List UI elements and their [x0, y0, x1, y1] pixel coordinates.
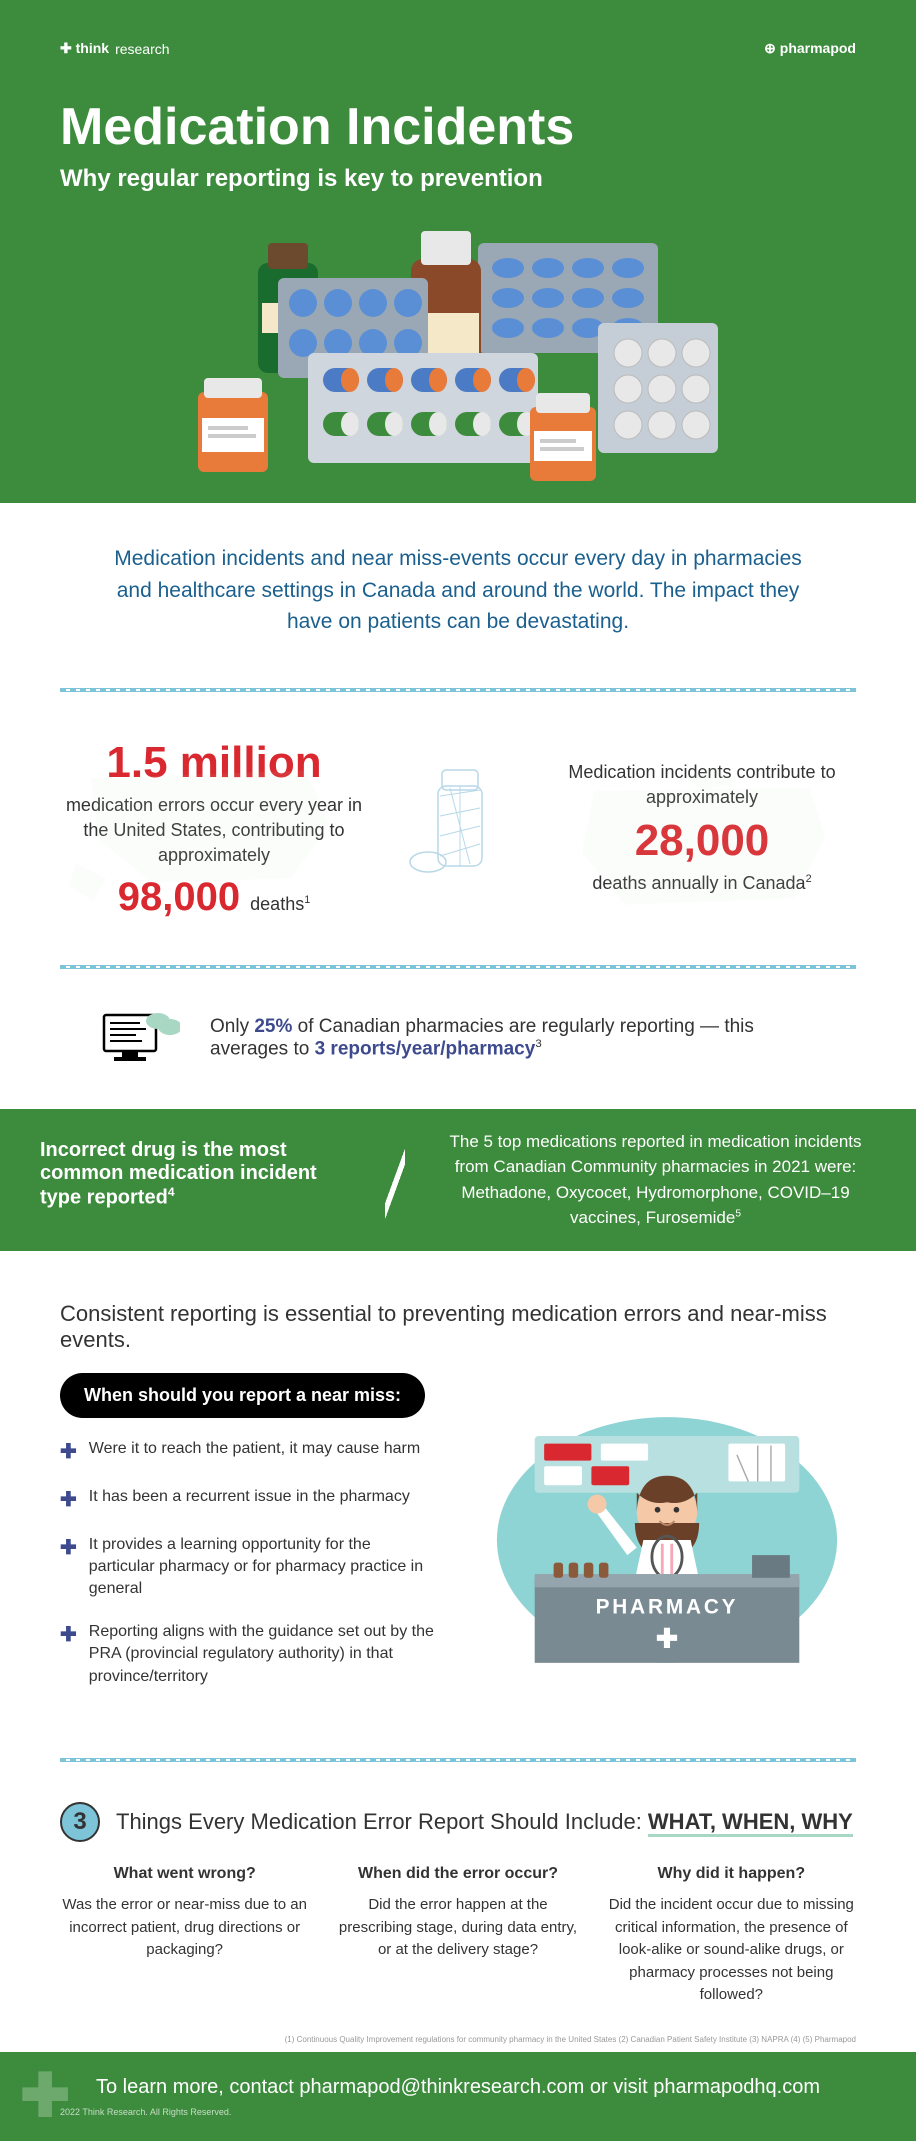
consistent-heading: Consistent reporting is essential to pre…: [0, 1271, 916, 1373]
contact-url[interactable]: pharmapodhq.com: [653, 2076, 820, 2098]
col-why: Why did it happen?Did the incident occur…: [607, 1862, 856, 2007]
near-miss-section: When should you report a near miss: ✚Wer…: [0, 1373, 916, 1738]
reporting-rate: Only 25% of Canadian pharmacies are regu…: [0, 989, 916, 1089]
stats-row: 1.5 million medication errors occur ever…: [0, 712, 916, 945]
divider: [60, 965, 856, 969]
header: ✚ thinkresearch ⊕ pharmapod Medication I…: [0, 0, 916, 503]
list-item: ✚It has been a recurrent issue in the ph…: [60, 1486, 438, 1514]
plus-icon: ✚: [60, 1534, 77, 1601]
contact-email[interactable]: pharmapod@thinkresearch.com: [299, 2076, 584, 2098]
logo-row: ✚ thinkresearch ⊕ pharmapod: [60, 40, 856, 57]
svg-text:PHARMACY: PHARMACY: [596, 1596, 739, 1619]
col-when: When did the error occur?Did the error h…: [333, 1862, 582, 2007]
list-item: ✚Reporting aligns with the guidance set …: [60, 1621, 438, 1688]
logo-pharmapod: ⊕ pharmapod: [764, 40, 856, 57]
page-subtitle: Why regular reporting is key to preventi…: [60, 165, 856, 193]
stat-canada: Medication incidents contribute to appro…: [548, 760, 856, 897]
plus-bg-icon: ✚: [20, 2061, 70, 2131]
copyright: 2022 Think Research. All Rights Reserved…: [60, 2107, 856, 2117]
monitor-pills-icon: [100, 1009, 180, 1069]
svg-text:✚: ✚: [656, 1624, 678, 1654]
plus-icon: ✚: [60, 1621, 77, 1688]
stat-us: 1.5 million medication errors occur ever…: [60, 732, 368, 925]
three-things-section: 3 Things Every Medication Error Report S…: [0, 1782, 916, 2027]
divider: [60, 1758, 856, 1762]
bullet-list: ✚Were it to reach the patient, it may ca…: [60, 1438, 438, 1688]
plus-icon: ✚: [60, 1438, 77, 1466]
footer: ✚ To learn more, contact pharmapod@think…: [0, 2052, 916, 2141]
badge-number: 3: [60, 1802, 100, 1842]
divider: [60, 688, 856, 692]
pill-bottle-icon: [408, 766, 508, 891]
list-item: ✚It provides a learning opportunity for …: [60, 1534, 438, 1601]
logo-thinkresearch: ✚ thinkresearch: [60, 40, 170, 57]
hero-medication-illustration: [60, 223, 856, 503]
col-what: What went wrong?Was the error or near-mi…: [60, 1862, 309, 2007]
green-fact-band: Incorrect drug is the most common medica…: [0, 1109, 916, 1251]
plus-icon: ✚: [60, 1486, 77, 1514]
page-title: Medication Incidents: [60, 97, 856, 157]
pharmacist-illustration: PHARMACY ✚: [478, 1373, 856, 1708]
pill-heading: When should you report a near miss:: [60, 1373, 425, 1418]
intro-paragraph: Medication incidents and near miss-event…: [0, 543, 916, 668]
list-item: ✚Were it to reach the patient, it may ca…: [60, 1438, 438, 1466]
